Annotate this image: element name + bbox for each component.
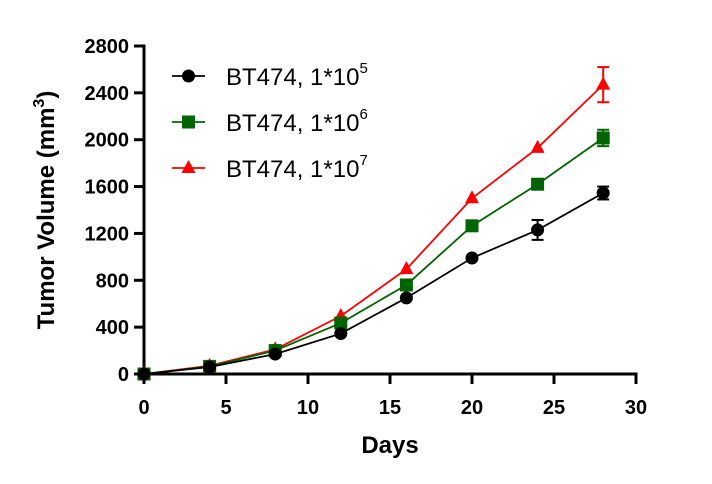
y-axis-title: Tumor Volume (mm3) [31,91,60,330]
data-point-circle [596,186,610,200]
y-tick-label: 2800 [85,36,130,58]
legend-item: BT474, 1*106 [172,106,368,137]
axes: 0 5 10 15 20 25 30 0 400 800 1200 1600 2000 2400 2800 [85,36,648,419]
data-point-circle [531,223,545,237]
legend-label-sup: 7 [359,152,367,169]
series-square [137,128,610,381]
series-circle [137,185,610,381]
data-point-circle [268,347,282,361]
series-line [143,137,604,375]
x-tick-label: 30 [625,397,647,419]
y-tick-label: 1200 [85,223,130,245]
legend-label-main: BT474, 1*10 [226,156,359,183]
x-tick-label: 10 [297,397,319,419]
series-line [143,192,604,375]
data-point-triangle [399,261,414,275]
legend-label: BT474, 1*106 [226,106,368,137]
series-layer [137,66,611,381]
y-tick-label: 2400 [85,83,130,105]
y-tick-label: 1600 [85,177,130,199]
legend-item: BT474, 1*105 [172,60,368,91]
data-point-circle [334,327,348,341]
y-tick-label: 800 [96,270,129,292]
x-axis-title: Days [361,432,418,459]
legend-item: BT474, 1*107 [172,152,368,183]
y-tick-label: 0 [118,364,129,386]
data-point-triangle [465,190,479,204]
data-point-circle [465,251,479,265]
data-point-square [596,131,610,145]
data-point-triangle [596,76,611,90]
legend-marker-circle [182,69,195,83]
y-tick-label: 2000 [85,130,130,152]
data-point-circle [137,367,151,381]
legend-label: BT474, 1*105 [226,60,368,91]
data-point-circle [203,360,217,374]
legend-label-sup: 5 [359,60,367,77]
legend-label-main: BT474, 1*10 [226,64,359,91]
legend-marker-square [182,115,195,129]
data-point-square [334,316,348,330]
x-tick-label: 20 [461,397,483,419]
series-triangle [137,66,611,379]
legend-label: BT474, 1*107 [226,152,368,183]
x-tick-label: 5 [220,397,231,419]
data-point-square [465,219,479,233]
y-axis-title-main: Tumor Volume (mm [33,108,60,330]
y-tick-label: 400 [96,317,129,339]
x-tick-label: 25 [543,397,565,419]
data-point-square [531,177,545,191]
data-point-square [399,278,413,292]
y-axis-title-end: ) [33,91,60,99]
legend-label-sup: 6 [359,106,367,123]
data-point-triangle [530,139,545,153]
legend-label-main: BT474, 1*10 [226,110,359,137]
x-tick-label: 0 [138,397,149,419]
x-tick-label: 15 [379,397,401,419]
y-axis-title-sup: 3 [31,99,48,108]
legend-marker-triangle [181,159,196,173]
data-point-circle [399,291,413,305]
